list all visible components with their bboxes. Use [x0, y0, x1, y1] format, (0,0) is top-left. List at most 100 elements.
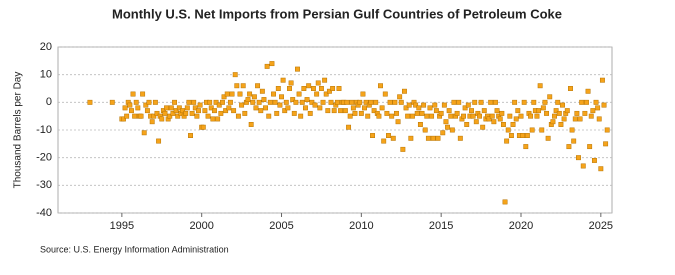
data-point	[215, 116, 221, 122]
data-point	[558, 122, 564, 127]
data-point	[196, 108, 201, 114]
data-point	[156, 138, 162, 144]
data-point	[304, 97, 310, 103]
data-point	[486, 116, 492, 122]
data-point	[247, 91, 253, 97]
data-point	[216, 102, 222, 108]
data-point	[248, 122, 254, 127]
data-point	[536, 108, 542, 114]
data-point	[405, 113, 411, 119]
data-point	[382, 91, 388, 97]
data-point	[218, 110, 224, 116]
data-point	[370, 133, 375, 138]
data-point	[310, 86, 316, 91]
data-point	[323, 91, 329, 97]
data-point	[365, 113, 371, 119]
data-point	[186, 99, 192, 105]
data-point	[596, 116, 602, 122]
data-point	[109, 99, 115, 105]
data-point	[331, 108, 337, 114]
data-point	[552, 113, 557, 119]
data-point	[151, 113, 157, 119]
data-point	[184, 105, 190, 111]
data-point	[291, 110, 297, 116]
data-point	[401, 88, 407, 94]
x-tick-label: 2010	[349, 220, 373, 232]
data-point	[390, 135, 396, 141]
data-point	[314, 91, 320, 97]
data-point	[430, 135, 436, 141]
data-point	[213, 99, 219, 105]
data-point	[499, 110, 505, 116]
data-point	[358, 110, 364, 116]
data-point	[306, 83, 312, 89]
data-point	[473, 119, 479, 125]
data-point	[338, 108, 344, 114]
data-point	[502, 199, 508, 205]
data-point	[593, 99, 599, 105]
data-point	[376, 113, 382, 119]
data-point	[360, 91, 366, 97]
data-point	[212, 108, 217, 114]
data-point	[451, 99, 457, 105]
data-point	[414, 110, 420, 116]
data-point	[280, 77, 286, 83]
y-tick-label: 20	[40, 41, 52, 53]
y-tick-label: -10	[36, 124, 52, 136]
data-point	[261, 97, 267, 103]
data-point	[288, 80, 294, 86]
data-point	[363, 99, 369, 105]
data-point	[470, 113, 476, 119]
data-point	[449, 127, 455, 133]
y-tick-label: 0	[46, 96, 52, 108]
data-point	[553, 108, 559, 114]
data-point	[251, 94, 257, 100]
data-point	[478, 99, 484, 105]
data-point	[598, 166, 604, 172]
data-point	[392, 99, 398, 105]
data-point	[143, 102, 149, 108]
y-axis-label: Thousand Barrels per Day	[13, 72, 24, 189]
data-point	[127, 102, 133, 108]
data-point	[584, 99, 589, 105]
data-point	[132, 113, 138, 119]
data-point	[523, 144, 529, 150]
data-point	[424, 113, 430, 119]
data-point	[149, 119, 155, 125]
data-point	[564, 108, 570, 114]
data-point	[124, 113, 130, 119]
data-point	[290, 97, 296, 103]
data-point	[400, 146, 406, 152]
data-point	[368, 99, 374, 105]
data-point	[253, 105, 259, 111]
data-point	[152, 99, 158, 105]
data-point	[315, 80, 321, 86]
data-point	[189, 110, 195, 116]
data-point	[550, 119, 556, 125]
data-point	[443, 119, 449, 125]
data-point	[465, 102, 471, 108]
data-point	[566, 144, 572, 150]
data-point	[347, 113, 353, 119]
data-point	[488, 99, 494, 105]
data-point	[320, 99, 326, 105]
data-point	[504, 138, 510, 144]
data-point	[330, 86, 336, 91]
data-point	[275, 86, 281, 91]
data-point	[572, 116, 578, 122]
data-point	[272, 99, 278, 105]
data-point	[140, 91, 146, 97]
source-note: Source: U.S. Energy Information Administ…	[40, 244, 229, 254]
data-point	[318, 86, 324, 91]
data-point	[531, 99, 537, 105]
data-point	[440, 130, 446, 136]
x-tick-label: 1995	[110, 220, 134, 232]
data-point	[128, 108, 134, 114]
chart-title: Monthly U.S. Net Imports from Persian Gu…	[112, 6, 562, 21]
data-point	[568, 86, 573, 91]
data-point	[477, 113, 482, 119]
data-point	[219, 99, 225, 105]
data-point	[507, 113, 513, 119]
data-point	[582, 110, 588, 116]
